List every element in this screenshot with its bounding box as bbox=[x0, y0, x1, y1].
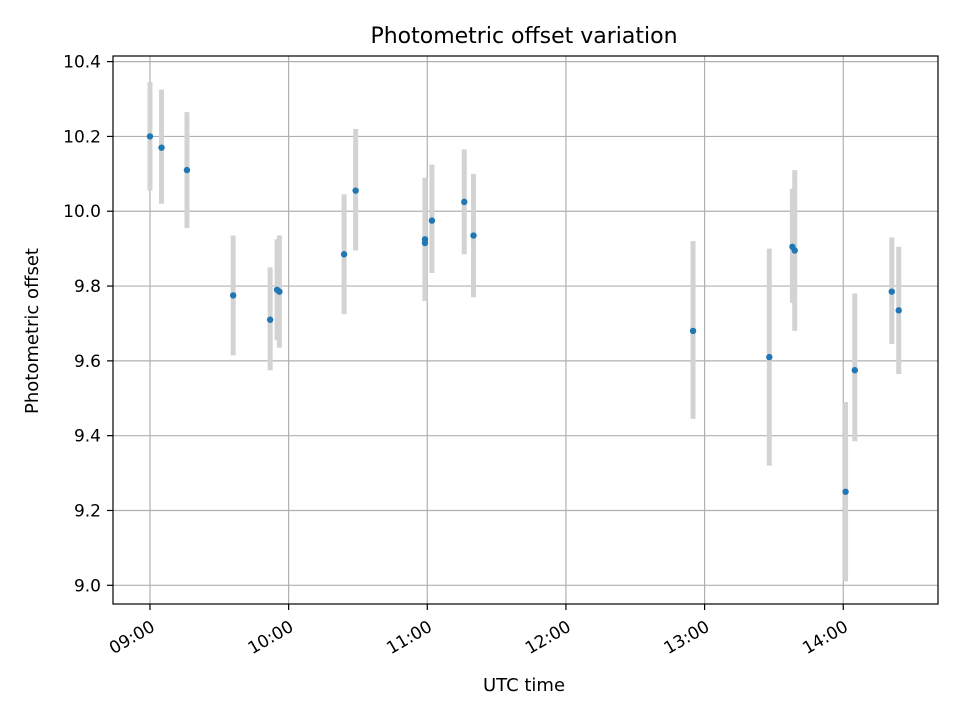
data-point bbox=[266, 316, 274, 323]
data-point bbox=[851, 367, 859, 374]
data-point bbox=[276, 288, 283, 295]
y-tick-label: 10.4 bbox=[63, 53, 101, 73]
data-point bbox=[421, 236, 429, 243]
x-axis-label: UTC time bbox=[483, 675, 565, 696]
data-point bbox=[428, 217, 436, 224]
data-point bbox=[895, 307, 902, 314]
data-point bbox=[183, 166, 191, 174]
data-point bbox=[766, 353, 773, 361]
y-axis-label: Photometric offset bbox=[22, 248, 43, 414]
chart-title: Photometric offset variation bbox=[370, 24, 677, 49]
data-points bbox=[146, 133, 902, 495]
data-point bbox=[352, 187, 359, 194]
data-point bbox=[340, 251, 348, 258]
data-point bbox=[146, 133, 154, 140]
y-tick-label: 9.6 bbox=[74, 352, 101, 372]
y-tick-label: 10.0 bbox=[63, 202, 101, 222]
data-point bbox=[689, 327, 697, 335]
grid bbox=[113, 56, 938, 604]
data-point bbox=[229, 292, 237, 299]
y-tick-label: 10.2 bbox=[63, 127, 101, 147]
data-point bbox=[888, 288, 895, 295]
y-tick-label: 9.2 bbox=[74, 501, 101, 521]
data-point bbox=[461, 198, 468, 206]
y-tick-label: 9.0 bbox=[74, 576, 101, 596]
data-point bbox=[791, 247, 798, 254]
y-tick-label: 9.4 bbox=[74, 427, 101, 447]
plot-area-frame bbox=[112, 55, 939, 605]
y-tick-label: 9.8 bbox=[74, 277, 101, 297]
data-point bbox=[158, 144, 165, 151]
data-point bbox=[470, 232, 477, 239]
data-point bbox=[842, 488, 849, 495]
